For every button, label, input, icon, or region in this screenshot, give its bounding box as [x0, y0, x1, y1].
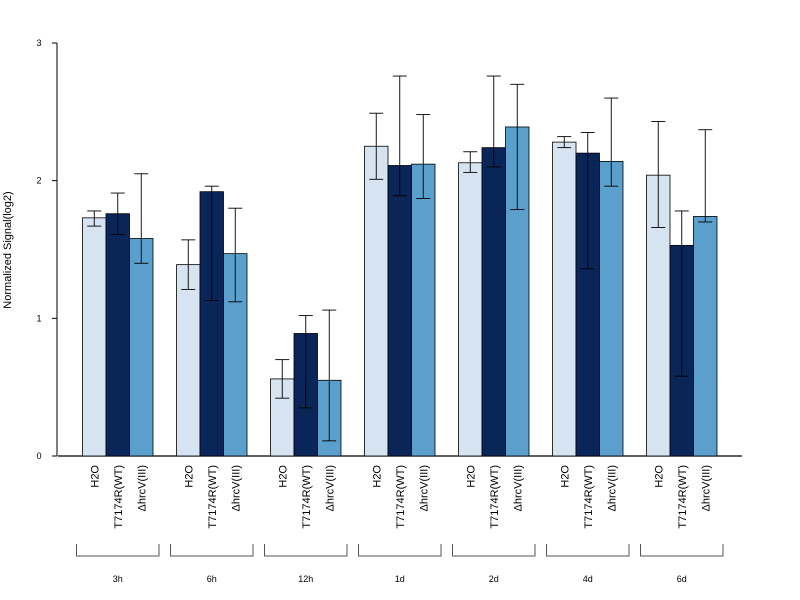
group-bracket: [264, 544, 348, 557]
bar: [552, 141, 577, 457]
x-tick-label: ΔhrcV(III): [700, 465, 712, 511]
x-tick-label: H2O: [89, 465, 101, 488]
bar: [364, 145, 389, 457]
x-tick-label: H2O: [371, 465, 383, 488]
y-tick-label: 2: [36, 176, 41, 186]
y-tick-label: 3: [36, 38, 41, 48]
bar: [458, 162, 483, 457]
bar: [82, 217, 107, 457]
x-tick-label: T7174R(WT): [489, 465, 501, 529]
y-tick-label: 0: [36, 451, 41, 461]
group-bracket: [546, 544, 630, 557]
bar: [599, 160, 624, 457]
group-label: 1d: [395, 574, 405, 584]
group-label: 6h: [207, 574, 217, 584]
bar: [105, 213, 130, 457]
group-bracket: [170, 544, 254, 557]
group-bracket: [76, 544, 160, 557]
group-label: 6d: [677, 574, 687, 584]
group-label: 2d: [489, 574, 499, 584]
bar: [176, 264, 201, 457]
x-tick-label: ΔhrcV(III): [230, 465, 242, 511]
y-axis-label: Normalized Signal(log2): [2, 191, 14, 308]
group-bracket: [640, 544, 724, 557]
x-tick-label: ΔhrcV(III): [136, 465, 148, 511]
x-tick-label: H2O: [465, 465, 477, 488]
x-tick-label: ΔhrcV(III): [418, 465, 430, 511]
bar: [129, 238, 154, 457]
x-tick-label: T7174R(WT): [677, 465, 689, 529]
x-tick-label: T7174R(WT): [395, 465, 407, 529]
group-bracket: [452, 544, 536, 557]
group-label: 3h: [113, 574, 123, 584]
x-tick-label: ΔhrcV(III): [606, 465, 618, 511]
x-tick-label: H2O: [559, 465, 571, 488]
x-tick-label: T7174R(WT): [583, 465, 595, 529]
x-tick-label: H2O: [277, 465, 289, 488]
group-label: 12h: [298, 574, 313, 584]
bar: [411, 163, 436, 457]
x-tick-label: T7174R(WT): [301, 465, 313, 529]
x-tick-label: ΔhrcV(III): [512, 465, 524, 511]
y-tick-label: 1: [36, 313, 41, 323]
bar: [387, 165, 412, 457]
bar: [481, 147, 506, 457]
x-tick-label: T7174R(WT): [207, 465, 219, 529]
x-tick-label: ΔhrcV(III): [324, 465, 336, 511]
x-tick-label: H2O: [653, 465, 665, 488]
group-bracket: [358, 544, 442, 557]
x-tick-label: H2O: [183, 465, 195, 488]
bar: [693, 216, 718, 457]
plot-area: 0 1 2 3 H2O T7174R(WT) ΔhrcV(III) 3h H2O T7174R(W…: [36, 38, 742, 584]
x-tick-label: T7174R(WT): [113, 465, 125, 529]
group-label: 4d: [583, 574, 593, 584]
